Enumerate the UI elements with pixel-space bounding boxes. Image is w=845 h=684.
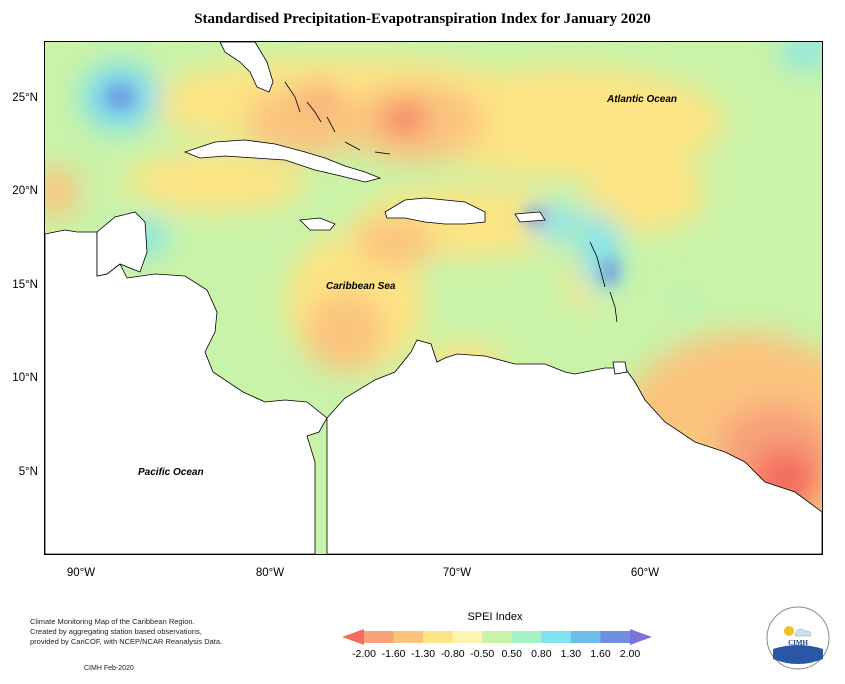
legend-tick-label: -2.00 — [352, 648, 376, 660]
credit-line: Climate Monitoring Map of the Caribbean … — [30, 617, 195, 626]
credits: Climate Monitoring Map of the Caribbean … — [30, 617, 260, 647]
legend-colorbar — [342, 629, 652, 645]
credit-footer: CIMH Feb-2020 — [84, 665, 134, 672]
legend-swatch — [630, 629, 652, 645]
legend-swatch — [423, 631, 454, 643]
legend-tick-label: -1.30 — [411, 648, 436, 660]
legend-tick-label: 1.30 — [560, 648, 582, 660]
atlantic-ocean-label: Atlantic Ocean — [607, 94, 678, 105]
legend-swatch — [570, 631, 601, 643]
legend-tick-label: -0.80 — [440, 648, 465, 660]
lon-label: 80°W — [255, 567, 285, 579]
credit-line: provided by CariCOF, with NCEP/NCAR Rean… — [30, 637, 223, 646]
legend-swatch — [364, 631, 395, 643]
lat-label: 15°N — [12, 279, 38, 291]
legend-title: SPEI Index — [467, 611, 523, 623]
sun-icon — [784, 626, 794, 636]
sea-icon — [773, 645, 823, 664]
legend-swatch — [452, 631, 483, 643]
legend-swatch — [600, 631, 631, 643]
map-panel — [44, 41, 823, 555]
legend-tick-label: -0.50 — [470, 648, 495, 660]
legend-tick-label: 1.60 — [590, 648, 611, 660]
lat-label: 10°N — [12, 372, 38, 384]
lon-label: 90°W — [66, 567, 96, 579]
spei-map — [45, 42, 822, 554]
legend-swatch — [482, 631, 513, 643]
lat-label: 5°N — [18, 466, 38, 478]
legend-tick-label: 0.50 — [501, 648, 522, 660]
credit-line: Created by aggregating station based obs… — [30, 627, 202, 636]
caribbean-sea-label: Caribbean Sea — [326, 281, 396, 292]
logo-text: CIMH — [788, 639, 808, 647]
legend-swatch — [393, 631, 424, 643]
legend-swatch — [342, 629, 364, 645]
landmass — [45, 42, 822, 554]
cloud-icon — [794, 628, 812, 637]
cimh-logo: CIMH — [766, 606, 830, 670]
legend-tick-label: 0.80 — [531, 648, 552, 660]
lon-label: 60°W — [630, 567, 660, 579]
lat-label: 20°N — [12, 185, 38, 197]
legend-swatch — [511, 631, 542, 643]
lat-label: 25°N — [12, 92, 38, 104]
legend-tick-label: 2.00 — [619, 648, 641, 660]
lon-label: 70°W — [442, 567, 472, 579]
pacific-ocean-label: Pacific Ocean — [138, 467, 204, 478]
map-title: Standardised Precipitation-Evapotranspir… — [194, 11, 651, 27]
legend-swatch — [541, 631, 572, 643]
legend-tick-label: -1.60 — [381, 648, 406, 660]
